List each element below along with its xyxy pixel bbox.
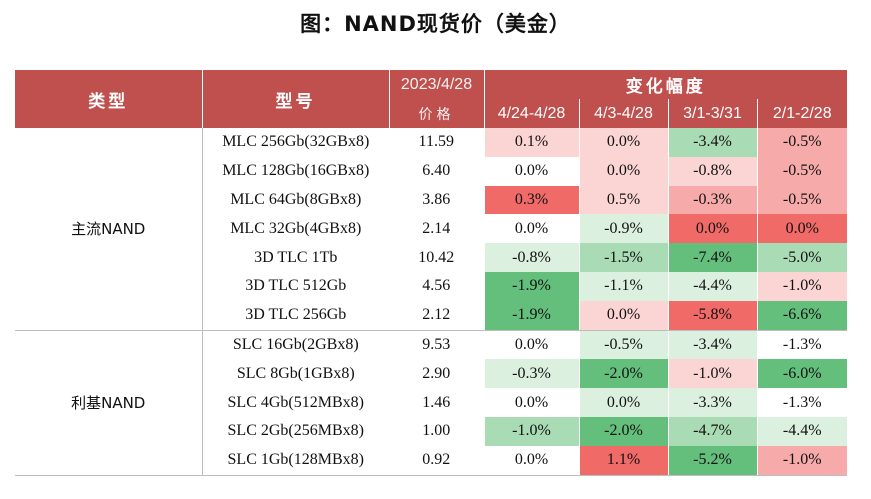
change-cell: -1.3%	[756, 388, 847, 417]
change-cell: -0.5%	[756, 128, 847, 157]
change-cell: -0.9%	[578, 214, 668, 244]
figure-title: 图：NAND现货价（美金）	[300, 12, 571, 36]
model-cell: 3D TLC 512Gb	[245, 277, 347, 295]
table-row: 利基NAND SLC 16Gb(2GBx8) 9.53 0.0% -0.5% -3.4% -…	[15, 330, 847, 476]
model-cell: SLC 16Gb(2GBx8)	[232, 335, 359, 353]
table-body: 主流NAND MLC 256Gb(32GBx8) 11.59 0.1% 0.0% -3.4…	[15, 128, 847, 476]
price-cell: 6.40	[422, 162, 451, 180]
header-period: 2/1-2/28	[756, 99, 847, 128]
model-cell: MLC 256Gb(32GBx8)	[222, 133, 370, 151]
table-row: SLC 4Gb(512MBx8) 1.46 0.0% 0.0% -3.3% -1.3%	[15, 388, 847, 417]
price-cell: 1.46	[422, 393, 451, 411]
change-cell: 0.0%	[578, 156, 668, 186]
table-row: 3D TLC 512Gb 4.56 -1.9% -1.1% -4.4% -1.0%	[15, 271, 847, 301]
header-period: 4/3-4/28	[578, 99, 668, 128]
change-cell: -4.4%	[667, 271, 757, 301]
change-cell: -5.0%	[756, 243, 847, 272]
change-cell: -1.0%	[756, 271, 847, 301]
price-cell: 2.12	[389, 300, 484, 331]
change-cell: -0.5%	[756, 185, 847, 215]
change-cell: -7.4%	[667, 243, 757, 272]
change-cell: -2.0%	[578, 416, 668, 446]
table-row: SLC 8Gb(1GBx8) 2.90 -0.3% -2.0% -1.0% -6.0%	[15, 359, 847, 389]
model-cell: 3D TLC 1Tb	[254, 248, 338, 266]
model-cell: SLC 1Gb(128MBx8)	[202, 445, 389, 476]
price-cell: 2.90	[422, 364, 451, 382]
model-cell: MLC 32Gb(4GBx8)	[230, 219, 362, 237]
table-row: MLC 128Gb(16GBx8) 6.40 0.0% 0.0% -0.8% -0.5%	[15, 156, 847, 186]
change-cell: -0.8%	[483, 243, 579, 272]
model-cell: SLC 8Gb(1GBx8)	[236, 364, 355, 382]
price-cell: 2.14	[422, 219, 451, 237]
change-cell: -0.8%	[667, 156, 757, 186]
header-period: 4/24-4/28	[483, 99, 579, 128]
change-cell: 0.0%	[578, 128, 668, 157]
change-cell: -3.3%	[667, 388, 757, 417]
change-cell: 1.1%	[578, 445, 668, 476]
nand-price-table: 类型 型号 2023/4/28 变化幅度 价格 4/24-4/28 4/3-4/…	[15, 70, 847, 476]
change-cell: -3.4%	[667, 330, 757, 360]
change-cell: 0.0%	[756, 214, 847, 244]
change-cell: 0.0%	[578, 300, 668, 331]
change-cell: -5.8%	[667, 300, 757, 331]
header-type: 类型	[15, 70, 202, 128]
change-cell: 0.3%	[483, 185, 579, 215]
change-cell: -4.7%	[667, 416, 757, 446]
model-cell: MLC 128Gb(16GBx8)	[222, 162, 370, 180]
table-row: MLC 64Gb(8GBx8) 3.86 0.3% 0.5% -0.3% -0.5%	[15, 185, 847, 215]
price-cell: 4.56	[422, 277, 451, 295]
change-cell: -1.0%	[667, 359, 757, 389]
change-cell: -0.5%	[756, 156, 847, 186]
table-row: 主流NAND MLC 256Gb(32GBx8) 11.59 0.1% 0.0% -3.4…	[15, 128, 847, 331]
table-row: 3D TLC 1Tb 10.42 -0.8% -1.5% -7.4% -5.0%	[15, 243, 847, 272]
table-row: MLC 32Gb(4GBx8) 2.14 0.0% -0.9% 0.0% 0.0%	[15, 214, 847, 244]
change-cell: -1.3%	[756, 330, 847, 360]
model-cell: 3D TLC 256Gb	[202, 300, 389, 331]
change-cell: 0.0%	[578, 388, 668, 417]
change-cell: -0.3%	[667, 185, 757, 215]
model-cell: MLC 64Gb(8GBx8)	[230, 190, 362, 208]
change-cell: -1.1%	[578, 271, 668, 301]
change-cell: -4.4%	[756, 416, 847, 446]
change-cell: 0.5%	[578, 185, 668, 215]
price-cell: 3.86	[422, 190, 451, 208]
group-label: 利基NAND	[15, 330, 203, 476]
header-model: 型号	[201, 70, 389, 128]
change-cell: -6.6%	[756, 300, 847, 331]
change-cell: -1.9%	[483, 271, 579, 301]
change-cell: -1.5%	[578, 243, 668, 272]
table-row: SLC 2Gb(256MBx8) 1.00 -1.0% -2.0% -4.7% -4.4%	[15, 416, 847, 446]
change-cell: -0.3%	[483, 359, 579, 389]
price-cell: 10.42	[418, 248, 455, 266]
change-cell: 0.0%	[667, 214, 757, 244]
price-cell: 11.59	[418, 133, 454, 151]
change-cell: 0.0%	[483, 388, 579, 417]
change-cell: -1.0%	[483, 416, 579, 446]
price-cell: 0.92	[389, 445, 484, 476]
change-cell: 0.1%	[483, 128, 579, 157]
change-cell: -6.0%	[756, 359, 847, 389]
change-cell: -3.4%	[667, 128, 757, 157]
change-cell: -1.9%	[483, 300, 579, 331]
price-cell: 1.00	[422, 422, 451, 440]
header-price: 价格	[388, 99, 484, 128]
change-cell: 0.0%	[483, 330, 579, 360]
change-cell: 0.0%	[483, 214, 579, 244]
change-cell: -1.0%	[756, 445, 847, 476]
change-cell: -5.2%	[667, 445, 757, 476]
change-cell: -0.5%	[578, 330, 668, 360]
header-change: 变化幅度	[483, 70, 847, 99]
model-cell: SLC 2Gb(256MBx8)	[227, 422, 364, 440]
group-label: 主流NAND	[15, 128, 203, 331]
table-row: SLC 1Gb(128MBx8) 0.92 0.0% 1.1% -5.2% -1.0%	[15, 445, 847, 476]
change-cell: 0.0%	[483, 445, 579, 476]
table-row: 3D TLC 256Gb 2.12 -1.9% 0.0% -5.8% -6.6%	[15, 300, 847, 331]
header-date: 2023/4/28	[388, 70, 484, 99]
model-cell: SLC 4Gb(512MBx8)	[227, 393, 364, 411]
header-period: 3/1-3/31	[667, 99, 757, 128]
price-cell: 9.53	[422, 335, 451, 353]
change-cell: 0.0%	[483, 156, 579, 186]
change-cell: -2.0%	[578, 359, 668, 389]
